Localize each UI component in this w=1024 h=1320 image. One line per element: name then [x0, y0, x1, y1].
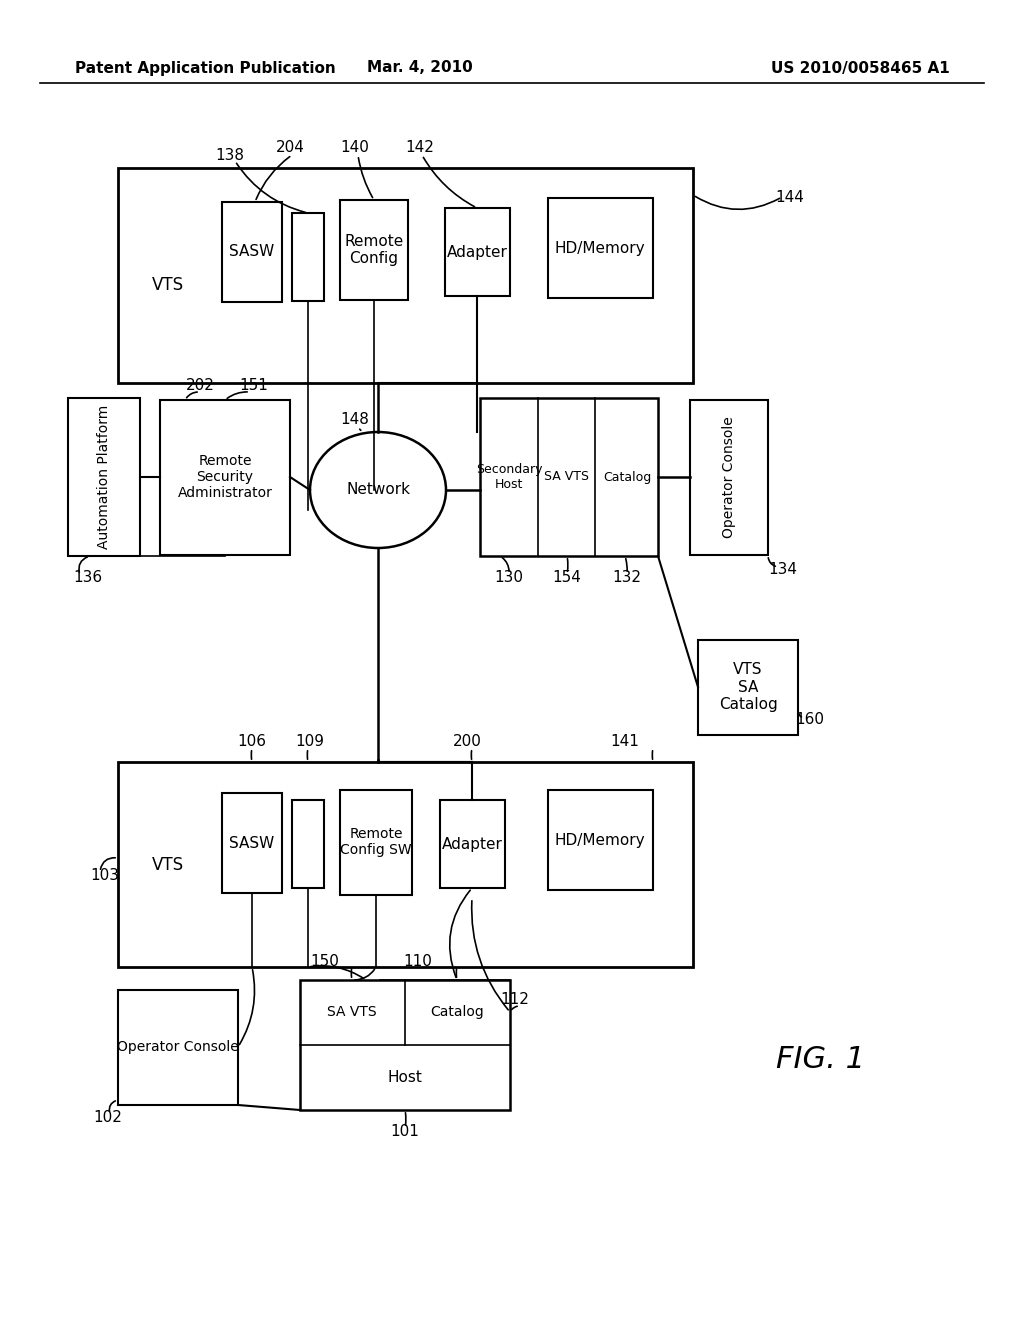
Bar: [68, 399, 140, 556]
Text: Mar. 4, 2010: Mar. 4, 2010: [368, 61, 473, 75]
Text: HD/Memory: HD/Memory: [555, 833, 645, 847]
Text: 148: 148: [341, 412, 370, 428]
Bar: [292, 800, 324, 888]
Text: 150: 150: [310, 954, 339, 969]
Bar: [160, 400, 290, 554]
Text: 151: 151: [240, 379, 268, 393]
Text: 141: 141: [610, 734, 639, 750]
Text: 144: 144: [775, 190, 805, 205]
Text: Catalog: Catalog: [603, 470, 651, 483]
Text: Remote
Security
Administrator: Remote Security Administrator: [177, 454, 272, 500]
Bar: [222, 793, 282, 894]
Text: HD/Memory: HD/Memory: [555, 240, 645, 256]
Text: Host: Host: [387, 1069, 423, 1085]
Bar: [118, 990, 238, 1105]
Text: Catalog: Catalog: [430, 1005, 484, 1019]
Text: Adapter: Adapter: [446, 244, 508, 260]
Bar: [445, 209, 510, 296]
Text: 102: 102: [93, 1110, 123, 1126]
Text: Patent Application Publication: Patent Application Publication: [75, 61, 336, 75]
Text: 130: 130: [495, 570, 523, 586]
Bar: [300, 979, 510, 1110]
Bar: [222, 202, 282, 302]
Text: VTS: VTS: [152, 276, 184, 294]
Bar: [548, 198, 653, 298]
Text: SASW: SASW: [229, 244, 274, 260]
Bar: [690, 400, 768, 554]
Bar: [292, 213, 324, 301]
Text: Network: Network: [346, 483, 410, 498]
Text: 112: 112: [501, 993, 529, 1007]
Bar: [118, 168, 693, 383]
Bar: [118, 762, 693, 968]
Text: 103: 103: [90, 867, 120, 883]
Text: 132: 132: [612, 570, 641, 586]
Text: 140: 140: [341, 140, 370, 156]
Text: SA VTS: SA VTS: [545, 470, 590, 483]
Text: Remote
Config SW: Remote Config SW: [340, 826, 412, 857]
Bar: [480, 399, 658, 556]
Bar: [340, 789, 412, 895]
Text: 109: 109: [296, 734, 325, 750]
Text: 101: 101: [390, 1125, 420, 1139]
Text: FIG. 1: FIG. 1: [775, 1045, 864, 1074]
Text: Operator Console: Operator Console: [722, 416, 736, 537]
Bar: [548, 789, 653, 890]
Text: 154: 154: [553, 570, 582, 586]
Text: 136: 136: [74, 570, 102, 586]
Ellipse shape: [310, 432, 446, 548]
Text: Adapter: Adapter: [441, 837, 503, 851]
Text: 110: 110: [403, 954, 432, 969]
Text: Remote
Config: Remote Config: [344, 234, 403, 267]
Text: Operator Console: Operator Console: [117, 1040, 239, 1053]
Text: SASW: SASW: [229, 836, 274, 850]
Bar: [698, 640, 798, 735]
Text: Automation Platform: Automation Platform: [97, 405, 111, 549]
Text: 202: 202: [185, 379, 214, 393]
Text: 106: 106: [238, 734, 266, 750]
Text: Secondary
Host: Secondary Host: [476, 463, 543, 491]
Bar: [440, 800, 505, 888]
Text: 160: 160: [796, 713, 824, 727]
Text: 204: 204: [275, 140, 304, 156]
Text: 142: 142: [406, 140, 434, 156]
Text: US 2010/0058465 A1: US 2010/0058465 A1: [771, 61, 950, 75]
Text: VTS: VTS: [152, 855, 184, 874]
Text: 134: 134: [768, 562, 798, 578]
Text: 200: 200: [453, 734, 481, 750]
Text: 138: 138: [215, 148, 245, 162]
Text: VTS
SA
Catalog: VTS SA Catalog: [719, 663, 777, 711]
Bar: [340, 201, 408, 300]
Text: SA VTS: SA VTS: [328, 1005, 377, 1019]
